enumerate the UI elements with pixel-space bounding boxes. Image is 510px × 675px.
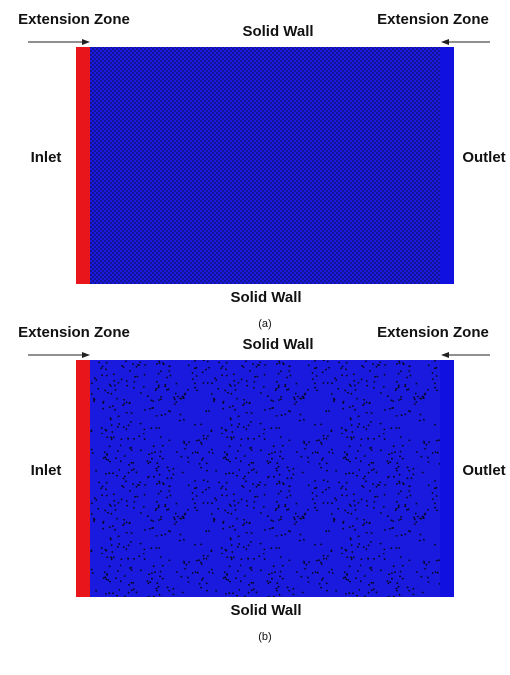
outlet-extension [440, 360, 454, 597]
wall-label: Solid Wall [230, 289, 301, 306]
outlet-extension [440, 47, 454, 284]
inlet-label: Inlet [31, 149, 62, 166]
caption: (a) [258, 318, 271, 330]
wall-label: Solid Wall [242, 23, 313, 40]
inlet-label: Inlet [31, 462, 62, 479]
extension-zone-label: Extension Zone [377, 324, 489, 341]
extension-zone-label: Extension Zone [18, 324, 130, 341]
outlet-label: Outlet [462, 149, 505, 166]
wall-label: Solid Wall [230, 602, 301, 619]
panel: Extension Zone Solid Wall Extension Zone In… [18, 324, 506, 643]
panel: Extension Zone Solid Wall Extension Zone In… [18, 11, 506, 330]
domain [90, 47, 440, 284]
wall-label: Solid Wall [242, 336, 313, 353]
outlet-label: Outlet [462, 462, 505, 479]
domain [90, 360, 440, 597]
extension-zone-label: Extension Zone [377, 11, 489, 28]
inlet-extension [76, 360, 90, 597]
caption: (b) [258, 631, 271, 643]
extension-zone-label: Extension Zone [18, 11, 130, 28]
inlet-extension [76, 47, 90, 284]
